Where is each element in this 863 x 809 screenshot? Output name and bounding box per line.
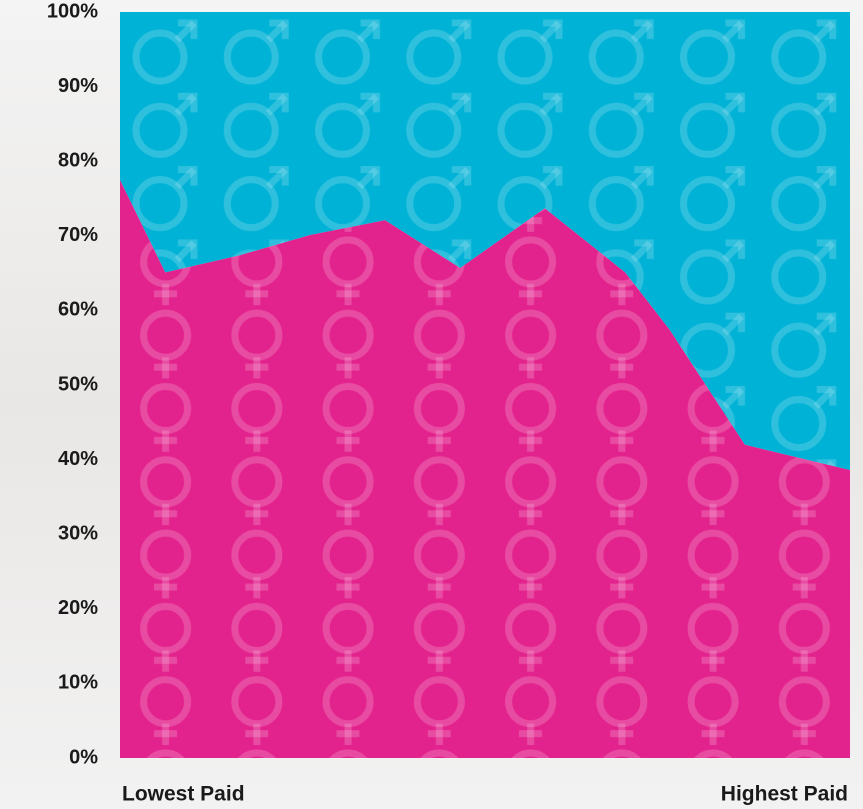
y-tick-label: 100% xyxy=(47,0,98,22)
y-tick-label: 30% xyxy=(58,522,98,544)
y-tick-label: 0% xyxy=(69,746,98,768)
x-end-label: Highest Paid xyxy=(721,783,848,806)
y-tick-label: 10% xyxy=(58,672,98,694)
y-tick-label: 60% xyxy=(58,299,98,321)
x-start-label: Lowest Paid xyxy=(122,783,245,806)
area-symbols xyxy=(120,179,850,759)
area-symbols xyxy=(120,12,850,471)
y-tick-label: 80% xyxy=(58,149,98,171)
y-tick-label: 20% xyxy=(58,597,98,619)
plot-area xyxy=(120,12,850,759)
y-tick-label: 50% xyxy=(58,373,98,395)
y-tick-label: 90% xyxy=(58,75,98,97)
y-tick-label: 40% xyxy=(58,448,98,470)
y-tick-label: 70% xyxy=(58,224,98,246)
